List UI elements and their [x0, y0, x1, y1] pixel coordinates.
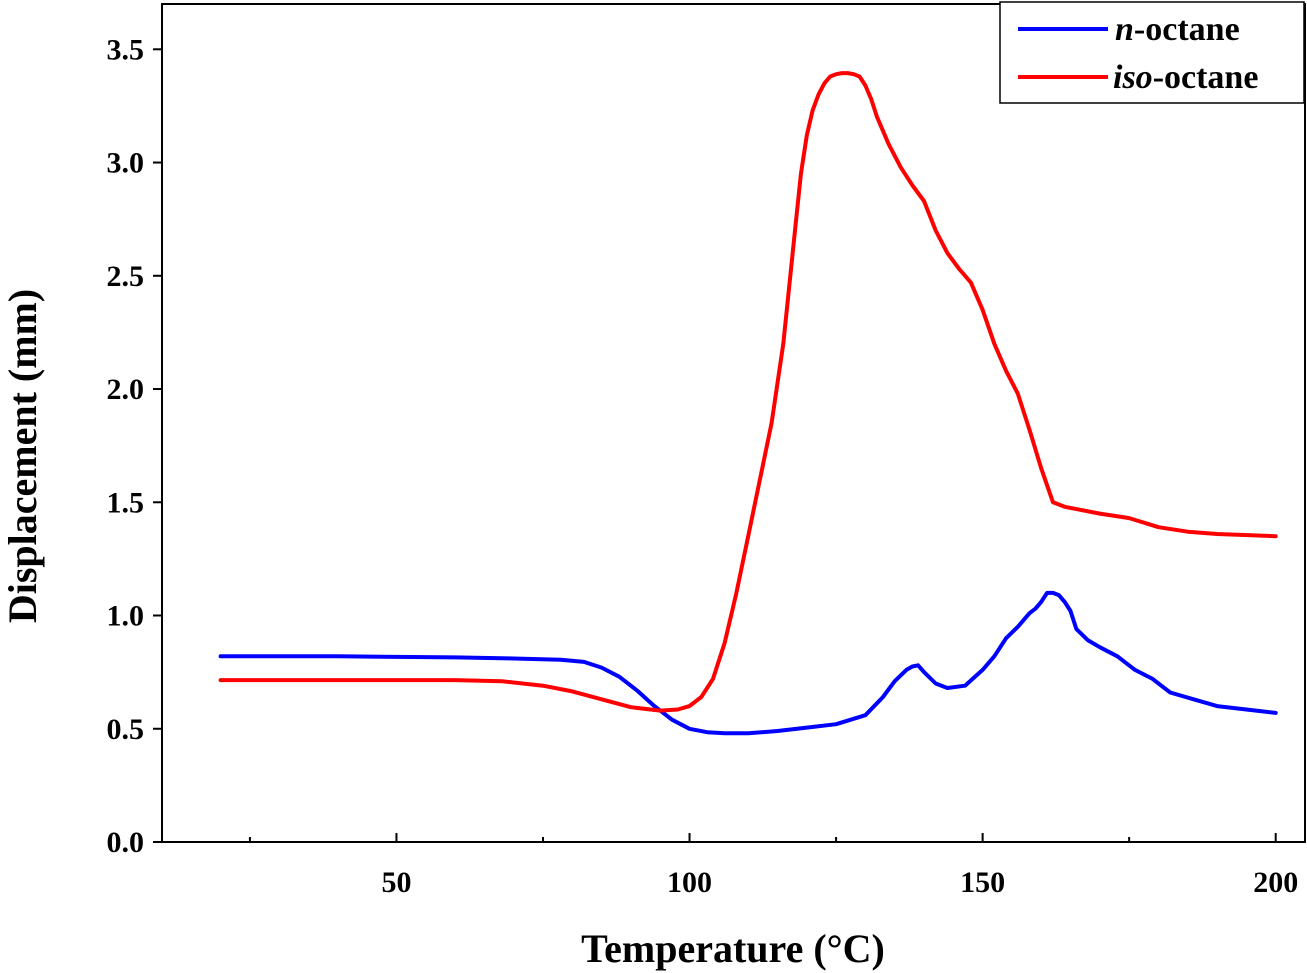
y-tick-label: 0.5	[107, 713, 145, 746]
legend-label-iso-octane: iso-octane	[1113, 59, 1258, 96]
legend-label-iso-octane-prefix: iso	[1113, 59, 1153, 96]
y-tick-label: 3.5	[107, 33, 145, 66]
y-tick-label: 1.0	[107, 600, 145, 633]
legend-label-n-octane-prefix: n	[1115, 11, 1134, 48]
x-tick-label: 200	[1253, 866, 1298, 899]
x-tick-label: 150	[960, 866, 1005, 899]
series-line-iso-octane	[218, 71, 1278, 713]
x-tick-label: 50	[381, 866, 411, 899]
y-tick-label: 3.0	[107, 147, 145, 180]
legend-box	[999, 1, 1305, 104]
legend-label-n-octane-suffix: -octane	[1134, 11, 1240, 48]
x-axis-title: Temperature (°C)	[581, 926, 885, 971]
y-tick-label: 2.0	[107, 373, 145, 406]
plot-frame	[161, 3, 1306, 843]
legend-label-n-octane: n-octane	[1115, 11, 1240, 48]
y-axis-title: Displacement (mm)	[0, 289, 45, 623]
legend-label-iso-octane-suffix: -octane	[1153, 59, 1259, 96]
y-tick-label: 0.0	[107, 826, 145, 859]
y-tick-label: 1.5	[107, 486, 145, 519]
series-line-n-octane	[218, 590, 1278, 736]
y-tick-label: 2.5	[107, 260, 145, 293]
x-tick-label: 100	[667, 866, 712, 899]
legend: n-octane iso-octane	[999, 1, 1305, 104]
